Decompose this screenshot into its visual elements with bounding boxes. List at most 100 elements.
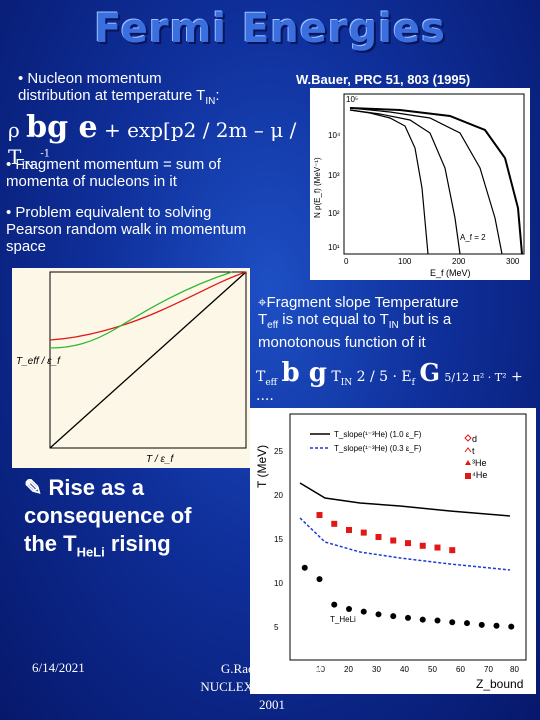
- heli-point: [360, 608, 367, 615]
- bullet3-line2: Pearson random walk in momentum: [6, 221, 247, 238]
- bullet4-sub1: eff: [267, 320, 279, 331]
- heli-point: [419, 616, 426, 623]
- he4-point: [434, 544, 441, 551]
- eq2-dots: + ....: [256, 369, 523, 404]
- ytick-15: 15: [274, 535, 283, 544]
- he4-point: [316, 512, 323, 519]
- heli-point: [508, 623, 515, 630]
- page-title: Fermi Energies: [94, 6, 446, 52]
- ytick-5: 10¹: [328, 243, 340, 252]
- heli-point: [449, 619, 456, 626]
- eq2-tin: T: [331, 369, 341, 385]
- bullet5-line3: the T: [24, 531, 77, 556]
- footer-center-line2: NUCLEX Firenze, October: [200, 679, 344, 694]
- teff-frame: [49, 271, 247, 449]
- heli-point: [464, 620, 470, 627]
- temperature-xlabel: Z_bound: [476, 677, 523, 691]
- eq1-rho: ρ: [8, 118, 20, 142]
- bullet-nucleon-momentum: • Nucleon momentum distribution at tempe…: [18, 70, 278, 110]
- spectra-plot: 10⁵ 10⁴ 10³ 10² 10¹ 0 100 200 300 E_f (M…: [310, 88, 530, 280]
- bullet4-icon: ⌖: [258, 294, 267, 311]
- spectra-legend: A_f = 2: [460, 233, 486, 242]
- citation: W.Bauer, PRC 51, 803 (1995): [296, 72, 471, 87]
- bullet1-tail: :: [215, 87, 220, 104]
- he4-point: [346, 526, 352, 533]
- he4-point: [360, 529, 367, 536]
- bullet3-line3: space: [6, 238, 47, 255]
- he4-point: [331, 520, 338, 527]
- heli-point: [434, 617, 441, 624]
- heli-point: [493, 622, 500, 629]
- legend-t: t: [472, 446, 475, 456]
- bullet-pearson-walk: • Problem equivalent to solving Pearson …: [6, 204, 306, 255]
- ytick-5: 5: [274, 623, 279, 632]
- xtick-40: 40: [400, 665, 409, 674]
- xtick-20: 20: [344, 665, 353, 674]
- he4-point: [390, 537, 397, 544]
- eq2-glyph-g: G: [419, 358, 440, 387]
- eq1-p: p: [170, 118, 184, 142]
- heli-point: [405, 614, 411, 621]
- marker-he4: [465, 473, 471, 479]
- he4-point: [449, 547, 456, 554]
- teff-curve-red: [49, 271, 247, 341]
- slope-curve-dashed: [299, 517, 511, 571]
- footer-center-line1: G.Raciti, I-Meeting: [220, 661, 324, 676]
- label-heli: T_HeLi: [330, 615, 356, 624]
- bullet1-line1: • Nucleon momentum: [18, 70, 162, 87]
- spectra-svg: 10⁵ 10⁴ 10³ 10² 10¹ 0 100 200 300 E_f (M…: [313, 93, 525, 278]
- teff-equation: Teff b g TIN 2 / 5 · Ef G 5/12 π² · T² +…: [256, 358, 538, 404]
- eq2-tinsub: IN: [340, 377, 353, 388]
- slope-curve-solid: [299, 482, 511, 517]
- bullet4-line2c: but is a: [398, 311, 452, 328]
- bullet4-line1: Fragment slope Temperature: [266, 294, 459, 311]
- spectra-curve-4: [349, 107, 523, 255]
- ytick-3: 10³: [328, 171, 340, 180]
- eq2-fsub: f: [411, 377, 415, 388]
- xtick-4: 300: [506, 257, 520, 266]
- xtick-50: 50: [428, 665, 437, 674]
- eq1-sub: IN: [21, 161, 35, 172]
- teff-svg: T_eff / ε_f T / ε_f: [16, 271, 247, 465]
- footer-center: G.Raciti, I-Meeting NUCLEX Firenze, Octo…: [182, 660, 362, 714]
- bullet-fragment-momentum: • Fragment momentum = sum of momenta of …: [6, 156, 306, 190]
- heli-point: [331, 601, 338, 608]
- he4-point: [375, 534, 382, 540]
- heli-point: [346, 606, 352, 613]
- temperature-ylabel: T (MeV): [255, 445, 269, 488]
- legend-d: d: [472, 434, 477, 444]
- spectra-curve-3: [349, 107, 503, 255]
- he4-points: [316, 512, 456, 554]
- heli-point: [316, 576, 323, 583]
- ytick-10: 10: [274, 579, 283, 588]
- xtick-10: 10: [316, 665, 325, 674]
- bullet1-sub: IN: [205, 96, 216, 107]
- marker-he3: [465, 460, 471, 465]
- bullet4-line2a: T: [258, 311, 268, 328]
- heli-point: [375, 611, 382, 618]
- xtick-60: 60: [456, 665, 465, 674]
- bullet5-sub: HeLi: [76, 544, 105, 560]
- teff-ylabel: T_eff / ε_f: [16, 356, 61, 367]
- xtick-80: 80: [510, 665, 519, 674]
- xtick-3: 200: [452, 257, 466, 266]
- teff-xlabel: T / ε_f: [146, 454, 174, 465]
- bullet5-tail: rising: [104, 531, 171, 556]
- spectra-frame: [343, 93, 525, 255]
- he4-point: [419, 542, 426, 549]
- bullet1-line2: distribution at temperature T: [18, 87, 206, 104]
- spectra-curve-2: [349, 109, 461, 255]
- eq1-div: / T: [8, 118, 297, 169]
- temperature-plot: T (MeV) 25 20 15 10 5 10 20 30 40 50 60 …: [250, 408, 536, 694]
- temperature-svg: T (MeV) 25 20 15 10 5 10 20 30 40 50 60 …: [255, 413, 527, 691]
- eq1-bracket-glyphs: bg e: [26, 110, 98, 145]
- temperature-frame: [289, 413, 527, 661]
- ytick-20: 20: [274, 491, 283, 500]
- spectra-xlabel: E_f (MeV): [430, 268, 471, 278]
- heli-point: [390, 613, 397, 620]
- spectra-curve-1: [349, 109, 429, 255]
- bullet-slope-temperature: ⌖Fragment slope Temperature Teff is not …: [258, 294, 538, 351]
- bullet4-line3: monotonous function of it: [258, 334, 426, 351]
- eq1-exp: -1: [40, 148, 51, 160]
- heli-point: [478, 621, 485, 628]
